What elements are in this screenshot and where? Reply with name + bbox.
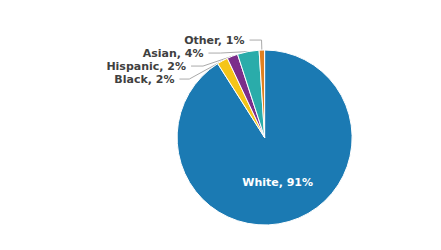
svg-text:Hispanic, 2%: Hispanic, 2% — [106, 60, 186, 73]
svg-text:Other, 1%: Other, 1% — [184, 34, 244, 47]
svg-text:White, 91%: White, 91% — [242, 176, 313, 189]
svg-text:Black, 2%: Black, 2% — [114, 73, 174, 86]
svg-text:Asian, 4%: Asian, 4% — [143, 47, 204, 60]
